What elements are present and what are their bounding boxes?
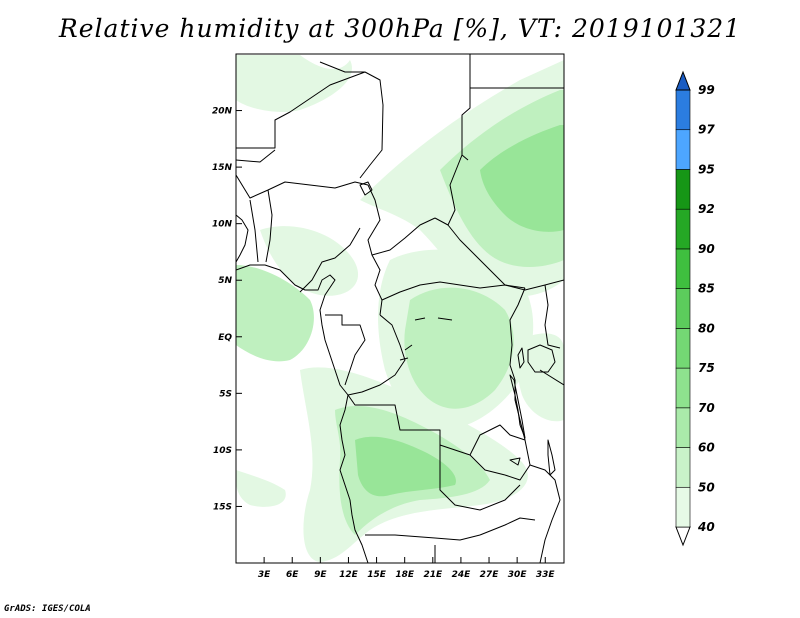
colorbar-label: 40 bbox=[697, 520, 715, 534]
y-axis: 20N 15N 10N 5N EQ 5S 10S 15S bbox=[212, 107, 242, 512]
shading-region-south-inner bbox=[355, 436, 456, 497]
x-tick-label: 18E bbox=[395, 570, 415, 580]
x-tick-label: 15E bbox=[367, 570, 387, 580]
y-tick-label: 5S bbox=[219, 389, 232, 399]
y-tick-label: 20N bbox=[212, 107, 233, 117]
colorbar-label: 95 bbox=[698, 162, 715, 176]
lake-kariba bbox=[509, 457, 521, 466]
x-tick-label: 33E bbox=[536, 570, 556, 580]
y-tick-label: EQ bbox=[218, 333, 232, 343]
colorbar-max-triangle bbox=[675, 70, 691, 91]
border-zambia-south bbox=[439, 445, 521, 511]
x-tick-label: 27E bbox=[480, 570, 500, 580]
coastline-angola bbox=[339, 394, 369, 563]
colorbar-segment bbox=[675, 328, 691, 369]
colorbar-segment bbox=[675, 248, 691, 289]
colorbar-label: 92 bbox=[698, 202, 715, 216]
y-tick-label: 10S bbox=[213, 446, 232, 456]
footer-credit: GrADS: IGES/COLA bbox=[4, 604, 91, 614]
colorbar-segment bbox=[675, 89, 691, 131]
colorbar-segment bbox=[675, 129, 691, 170]
colorbar-label: 90 bbox=[698, 242, 715, 256]
border-mali-niger bbox=[236, 149, 276, 163]
shading-region-west-coast bbox=[236, 265, 314, 362]
border-egypt-sudan bbox=[461, 54, 471, 161]
y-tick-label: 15N bbox=[212, 163, 233, 173]
coastline-north-west bbox=[236, 214, 249, 263]
colorbar-segment bbox=[675, 486, 691, 528]
x-tick-label: 24E bbox=[452, 570, 472, 580]
country-borders bbox=[236, 54, 564, 563]
chart-title: Relative humidity at 300hPa [%], VT: 201… bbox=[58, 14, 742, 43]
colorbar: 40 50 60 70 75 80 85 90 92 95 97 99 bbox=[675, 70, 715, 547]
colorbar-segment bbox=[675, 447, 691, 488]
lake-victoria bbox=[527, 344, 556, 373]
shading-region-northeast-inner bbox=[480, 125, 564, 232]
border-caprivi bbox=[479, 517, 536, 536]
colorbar-segment bbox=[675, 367, 691, 409]
colorbar-label: 80 bbox=[698, 321, 715, 335]
coastline-gulf-of-guinea bbox=[236, 264, 349, 396]
border-mozambique bbox=[529, 464, 561, 563]
border-burkina bbox=[236, 174, 269, 199]
lake-albert bbox=[517, 347, 525, 369]
lake-malawi bbox=[547, 439, 556, 476]
colorbar-label: 70 bbox=[698, 401, 715, 415]
colorbar-min-triangle bbox=[675, 526, 691, 547]
x-tick-label: 12E bbox=[339, 570, 359, 580]
colorbar-label: 85 bbox=[698, 282, 715, 296]
map-frame bbox=[235, 53, 565, 564]
lake-chad bbox=[359, 181, 373, 196]
colorbar-segment bbox=[675, 288, 691, 329]
colorbar-label: 75 bbox=[698, 361, 715, 375]
shading-region-southwest bbox=[236, 470, 286, 507]
border-drc-angola bbox=[347, 394, 506, 476]
border-car-sudan bbox=[447, 224, 506, 286]
border-libya-chad bbox=[319, 61, 365, 73]
humidity-shading bbox=[236, 55, 564, 562]
colorbar-label: 50 bbox=[698, 480, 715, 494]
y-tick-label: 5N bbox=[218, 276, 232, 286]
border-zambia-north bbox=[469, 424, 531, 481]
lake-tanganyika bbox=[509, 374, 526, 439]
shading-region-northwest bbox=[236, 55, 352, 112]
border-car-drc bbox=[381, 281, 526, 301]
border-cameroon-car bbox=[371, 254, 383, 316]
border-namibia-angola bbox=[365, 534, 481, 541]
x-tick-label: 9E bbox=[314, 570, 327, 580]
x-tick-label: 21E bbox=[423, 570, 443, 580]
colorbar-segment bbox=[675, 169, 691, 210]
border-south-sudan-east bbox=[504, 279, 564, 291]
x-tick-label: 30E bbox=[508, 570, 528, 580]
border-chad-east bbox=[434, 154, 463, 226]
border-ghana-togo bbox=[249, 199, 259, 263]
colorbar-label: 97 bbox=[698, 123, 715, 137]
border-niger-nigeria bbox=[267, 181, 369, 191]
border-benin-nigeria bbox=[265, 189, 273, 263]
y-tick-label: 10N bbox=[212, 220, 233, 230]
colorbar-label: 60 bbox=[698, 441, 715, 455]
colorbar-segment bbox=[675, 208, 691, 250]
shading-region-east-lakes bbox=[516, 333, 564, 422]
x-axis: 3E 6E 9E 12E 15E 18E 21E 24E 27E 30E 33E bbox=[258, 557, 556, 580]
x-tick-label: 3E bbox=[258, 570, 271, 580]
x-tick-label: 6E bbox=[286, 570, 299, 580]
border-nigeria-cameroon bbox=[299, 227, 361, 293]
shading-region-central-core bbox=[404, 287, 514, 409]
border-congo-drc bbox=[347, 314, 406, 396]
colorbar-label: 99 bbox=[698, 83, 715, 97]
river-congo bbox=[399, 317, 453, 361]
colorbar-segment bbox=[675, 407, 691, 448]
border-gabon-congo bbox=[325, 314, 366, 386]
y-tick-label: 15S bbox=[213, 502, 232, 512]
border-uganda-kenya bbox=[544, 284, 561, 349]
